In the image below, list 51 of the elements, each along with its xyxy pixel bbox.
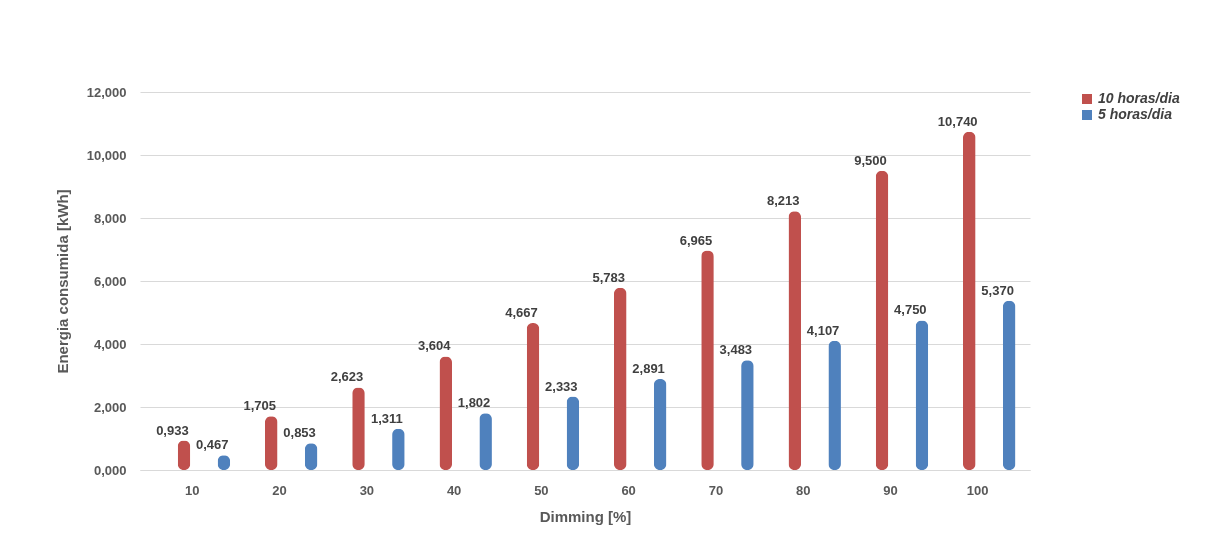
y-tick-label: 8,000: [93, 210, 127, 226]
data-label: 1,705: [243, 398, 276, 414]
data-label: 1,802: [457, 395, 491, 411]
data-label: 0,853: [283, 425, 316, 441]
x-tick-label: 80: [795, 482, 811, 498]
legend-label: 10 horas/dia: [1098, 90, 1180, 106]
x-tick-label: 90: [883, 482, 898, 498]
y-tick-label: 10,000: [86, 147, 127, 163]
x-tick-label: 60: [621, 482, 636, 498]
bar: [526, 322, 540, 470]
data-label: 10,740: [937, 113, 978, 129]
x-tick-label: 20: [272, 482, 287, 498]
data-label: 4,667: [505, 304, 538, 320]
data-label: 0,467: [196, 437, 229, 453]
data-label: 8,213: [766, 193, 800, 209]
y-tick-label: 4,000: [93, 336, 127, 352]
data-label: 5,783: [592, 269, 625, 285]
y-tick-label: 6,000: [93, 273, 127, 289]
data-label: 3,604: [417, 338, 452, 354]
bar: [875, 170, 889, 470]
legend-label: 5 horas/dia: [1098, 106, 1173, 122]
y-tick-label: 2,000: [93, 399, 127, 415]
x-axis-title: Dimming [%]: [539, 507, 632, 525]
data-label: 2,891: [632, 360, 665, 376]
bar: [788, 211, 802, 470]
bar: [915, 320, 929, 470]
bar: [1002, 300, 1016, 470]
data-label: 1,311: [370, 410, 403, 426]
data-label: 2,333: [545, 378, 578, 394]
data-label: 0,933: [156, 422, 189, 438]
y-axis-title: Energia consumida [kWh]: [53, 189, 71, 374]
y-tick-label: 0,000: [93, 462, 127, 478]
data-label: 4,750: [894, 302, 927, 318]
bar: [962, 131, 976, 470]
y-tick-label: 12,000: [86, 84, 127, 100]
x-tick-label: 50: [534, 482, 549, 498]
bar: [653, 378, 667, 470]
data-label: 5,370: [981, 282, 1014, 298]
x-tick-label: 100: [966, 482, 989, 498]
bar: [566, 396, 580, 470]
data-label: 4,107: [806, 322, 840, 338]
x-tick-label: 70: [708, 482, 724, 498]
data-label: 6,965: [679, 232, 713, 248]
data-label: 3,483: [719, 342, 753, 358]
x-tick-label: 30: [359, 482, 375, 498]
data-label: 9,500: [854, 152, 887, 168]
bar: [439, 356, 453, 470]
x-tick-label: 40: [446, 482, 462, 498]
bar: [613, 287, 627, 470]
x-tick-label: 10: [185, 482, 200, 498]
data-label: 2,623: [330, 369, 364, 385]
